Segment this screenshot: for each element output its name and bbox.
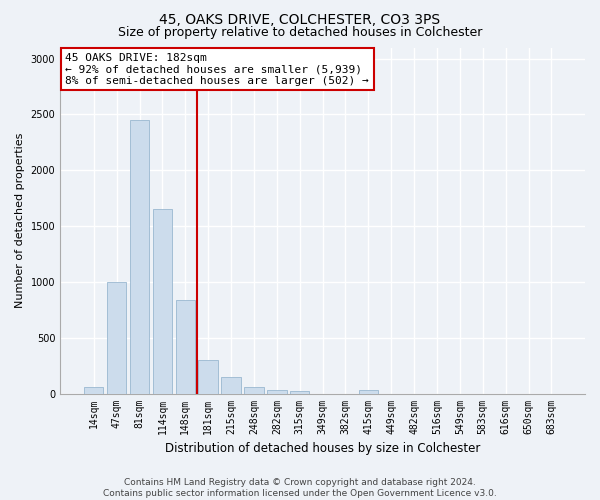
Bar	[176, 300, 195, 394]
Text: 45 OAKS DRIVE: 182sqm
← 92% of detached houses are smaller (5,939)
8% of semi-de: 45 OAKS DRIVE: 182sqm ← 92% of detached …	[65, 52, 369, 86]
X-axis label: Distribution of detached houses by size in Colchester: Distribution of detached houses by size …	[165, 442, 480, 455]
Text: 45, OAKS DRIVE, COLCHESTER, CO3 3PS: 45, OAKS DRIVE, COLCHESTER, CO3 3PS	[160, 12, 440, 26]
Text: Size of property relative to detached houses in Colchester: Size of property relative to detached ho…	[118, 26, 482, 39]
Bar	[130, 120, 149, 394]
Bar	[290, 392, 310, 394]
Bar	[359, 390, 378, 394]
Bar	[199, 360, 218, 394]
Y-axis label: Number of detached properties: Number of detached properties	[15, 133, 25, 308]
Bar	[107, 282, 127, 394]
Bar	[267, 390, 287, 394]
Bar	[244, 388, 263, 394]
Bar	[221, 377, 241, 394]
Bar	[152, 210, 172, 394]
Text: Contains HM Land Registry data © Crown copyright and database right 2024.
Contai: Contains HM Land Registry data © Crown c…	[103, 478, 497, 498]
Bar	[84, 388, 103, 394]
